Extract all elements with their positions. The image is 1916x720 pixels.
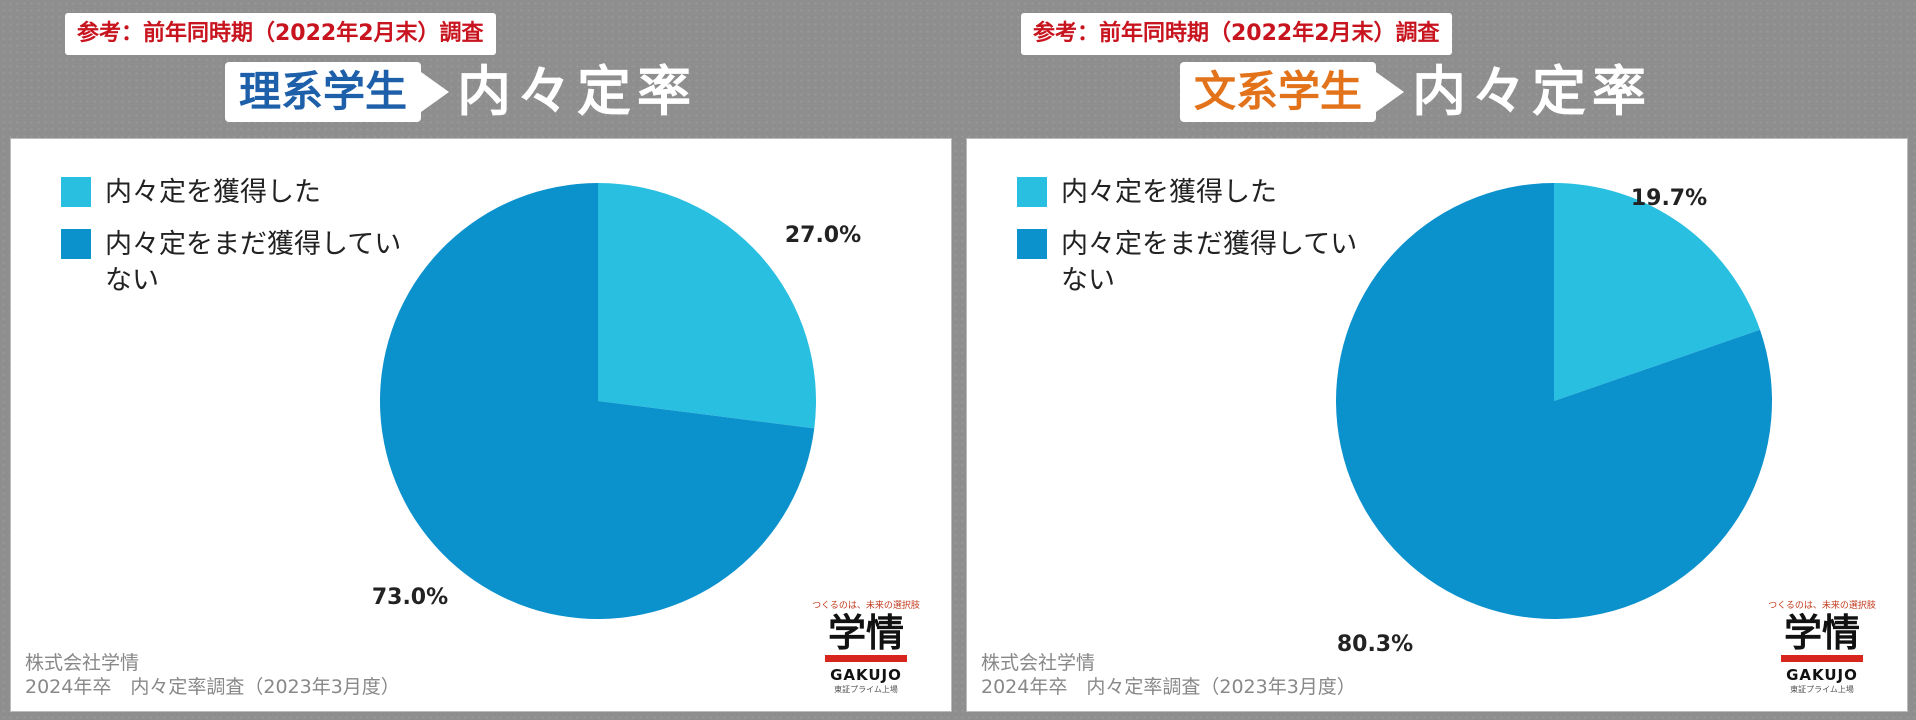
gakujo-logo: つくるのは、未来の選択肢 学情 GAKUJO 東証プライム上場	[1767, 598, 1877, 695]
pie-slice-obtained	[1554, 183, 1761, 401]
humanities-students-section: 参考：前年同時期（2022年2月末）調査 文系学生 内々定率 19.7% 80.3…	[966, 0, 1916, 720]
chart-panel: 27.0% 73.0% 内々定を獲得した 内々定をまだ獲得していない 株式会社学情…	[10, 138, 952, 712]
section-heading: 理系学生 内々定率	[225, 60, 697, 124]
logo-bar	[825, 655, 907, 662]
category-label: 理系学生	[225, 62, 422, 122]
arrow-icon	[1376, 72, 1405, 112]
pie-chart: 19.7% 80.3%	[1336, 183, 1772, 657]
logo-name: 学情	[1783, 611, 1860, 655]
legend-label: 内々定をまだ獲得していない	[1061, 229, 1358, 296]
legend-item-obtained: 内々定を獲得した	[61, 175, 421, 211]
legend-swatch	[1017, 229, 1047, 259]
chart-title: 内々定率	[1412, 60, 1653, 123]
source-survey: 2024年卒 内々定率調査（2023年3月度）	[25, 676, 400, 698]
legend: 内々定を獲得した 内々定をまだ獲得していない	[61, 175, 421, 315]
logo-tagline: つくるのは、未来の選択肢	[1768, 601, 1876, 611]
legend: 内々定を獲得した 内々定をまだ獲得していない	[1017, 175, 1377, 315]
category-label: 文系学生	[1180, 62, 1377, 122]
gakujo-logo: つくるのは、未来の選択肢 学情 GAKUJO 東証プライム上場	[811, 598, 921, 695]
data-label: 73.0%	[372, 585, 448, 610]
legend-swatch	[61, 229, 91, 259]
logo-name: 学情	[827, 611, 904, 655]
legend-swatch	[61, 177, 91, 207]
pie-slice-not-obtained	[1336, 183, 1772, 619]
legend-label: 内々定をまだ獲得していない	[105, 229, 402, 296]
arrow-icon	[421, 72, 450, 112]
source-company: 株式会社学情	[25, 652, 140, 674]
data-label: 27.0%	[785, 223, 861, 248]
logo-sub: 東証プライム上場	[1790, 685, 1854, 694]
source-survey: 2024年卒 内々定率調査（2023年3月度）	[981, 676, 1356, 698]
chart-panel: 19.7% 80.3% 内々定を獲得した 内々定をまだ獲得していない 株式会社学情…	[966, 138, 1908, 712]
science-students-section: 参考：前年同時期（2022年2月末）調査 理系学生 内々定率 27.0% 73.0…	[10, 0, 960, 720]
legend-label: 内々定を獲得した	[105, 177, 321, 208]
legend-item-obtained: 内々定を獲得した	[1017, 175, 1377, 211]
legend-label: 内々定を獲得した	[1061, 177, 1277, 208]
source-note: 株式会社学情 2024年卒 内々定率調査（2023年3月度）	[25, 651, 400, 699]
logo-bar	[1781, 655, 1863, 662]
pie-chart: 27.0% 73.0%	[372, 183, 861, 619]
source-company: 株式会社学情	[981, 652, 1096, 674]
section-heading: 文系学生 内々定率	[1180, 60, 1652, 124]
logo-en: GAKUJO	[830, 666, 902, 684]
data-label: 80.3%	[1337, 632, 1413, 657]
pie-slice-obtained	[598, 183, 816, 429]
legend-item-not-obtained: 内々定をまだ獲得していない	[61, 227, 421, 299]
data-label: 19.7%	[1631, 186, 1707, 211]
source-note: 株式会社学情 2024年卒 内々定率調査（2023年3月度）	[981, 651, 1356, 699]
logo-en: GAKUJO	[1786, 666, 1858, 684]
reference-label: 参考：前年同時期（2022年2月末）調査	[65, 13, 496, 55]
legend-swatch	[1017, 177, 1047, 207]
chart-title: 内々定率	[457, 60, 698, 123]
logo-sub: 東証プライム上場	[834, 685, 898, 694]
legend-item-not-obtained: 内々定をまだ獲得していない	[1017, 227, 1377, 299]
pie-slice-not-obtained	[380, 183, 815, 619]
reference-label: 参考：前年同時期（2022年2月末）調査	[1021, 13, 1452, 55]
logo-tagline: つくるのは、未来の選択肢	[812, 601, 920, 611]
